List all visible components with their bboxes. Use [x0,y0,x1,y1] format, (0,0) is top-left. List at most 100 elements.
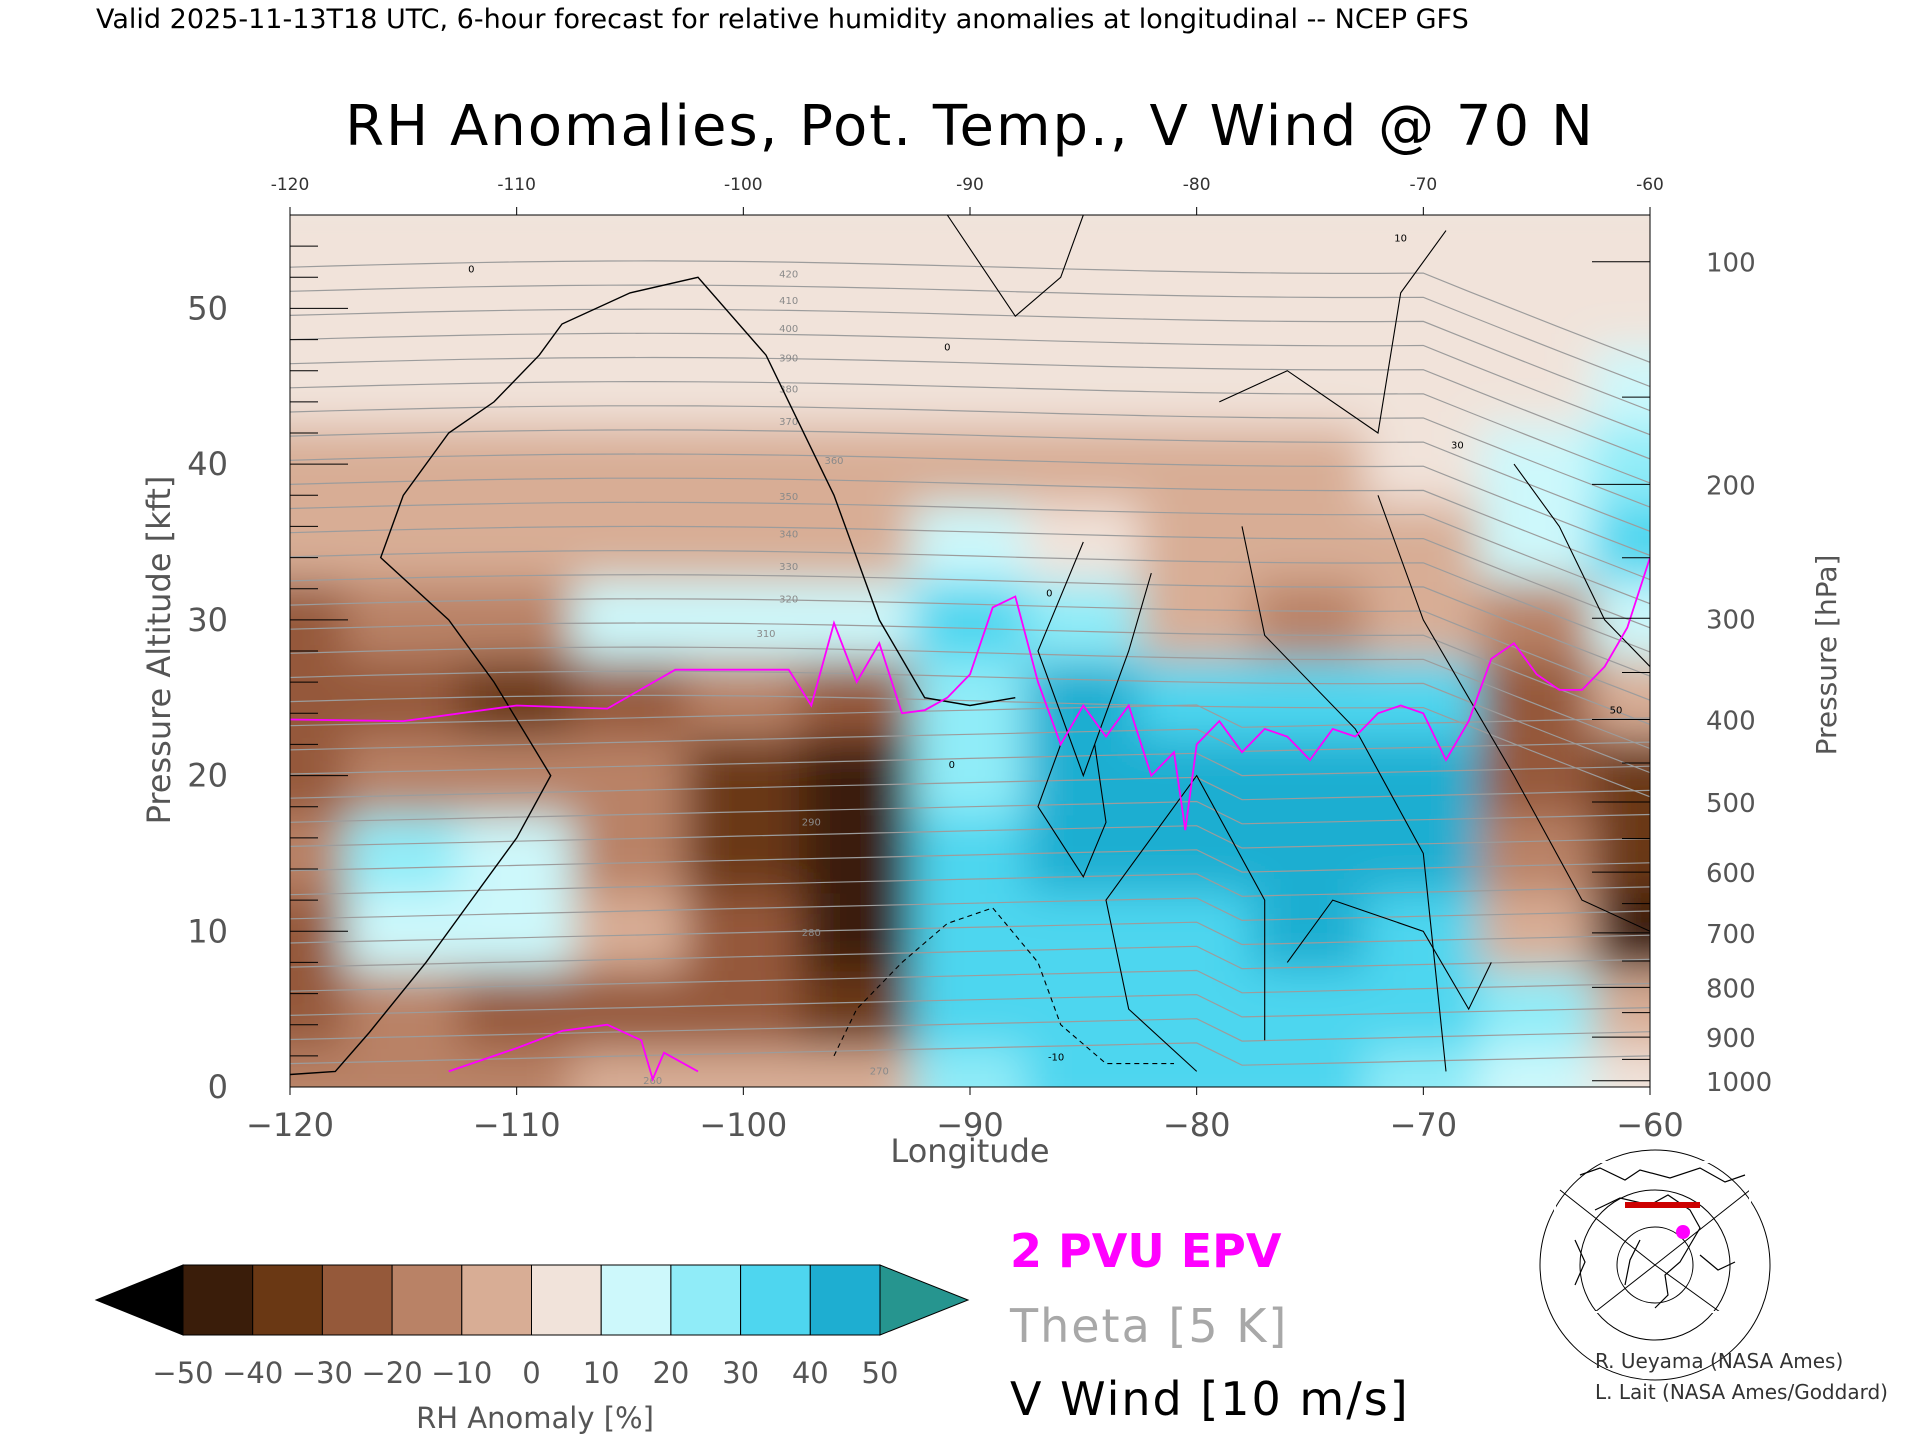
v-wind-zero-contour [290,276,1016,1076]
theta-label: 340 [779,529,798,540]
theta-label: 310 [756,629,775,640]
y-left-tick-label: 50 [187,289,228,327]
theta-contour [290,284,1650,388]
x-tick-label: −110 [473,1106,561,1144]
rh-cell [1479,502,1595,582]
v-wind-contour [1513,463,1650,667]
rh-cell [1025,502,1141,582]
rh-cell [345,424,461,505]
theta-contour [290,525,1650,629]
rh-cell [459,657,575,738]
theta-label: 420 [779,269,798,280]
colorbar-high-arrow [879,1264,970,1336]
theta-label: 390 [779,353,798,364]
colorbar-label: RH Anomaly [%] [416,1401,654,1435]
theta-contour [290,405,1650,508]
rh-cell [1479,424,1595,505]
rh-cell [1139,657,1255,738]
theta-contour [290,1042,1650,1066]
rh-cell [1025,891,1141,972]
rh-cell [1025,1047,1141,1087]
rh-cell [1025,969,1141,1050]
theta-label: 400 [779,324,798,335]
theta-contour [290,728,1650,753]
rh-cell [572,657,688,738]
rh-cell [459,813,575,894]
rh-cell [799,502,915,582]
y-right-tick-label: 500 [1706,789,1756,819]
credit-1: R. Ueyama (NASA Ames) [1595,1349,1843,1373]
theta-contour [290,574,1650,677]
y-left-tick-label: 40 [187,445,228,483]
rh-cell [459,502,575,582]
theta-contour [290,549,1650,653]
rh-cell [459,891,575,972]
theta-label: 410 [779,296,798,307]
v-wind-contour [1286,899,1492,1011]
rh-cell [1252,969,1368,1050]
rh-cell [1365,268,1481,349]
rh-cell [799,579,915,660]
rh-cell [345,813,461,894]
rh-cell [345,1047,461,1087]
rh-cell [459,215,575,271]
theta-label: 290 [802,817,821,828]
x-top-tick-label: -80 [1183,175,1211,195]
y-left-tick-label: 0 [208,1068,228,1106]
rh-cell [1025,268,1141,349]
rh-cell [345,268,461,349]
rh-cell [572,735,688,816]
rh-cell [1479,346,1595,427]
colorbar-tick-label: −30 [292,1356,353,1390]
rh-cell [1025,215,1141,271]
rh-cell [1365,735,1481,816]
colorbar-bin [670,1264,742,1336]
rh-cell [345,891,461,972]
rh-cell [1479,215,1595,271]
theta-contour [290,598,1650,701]
rh-cell [799,813,915,894]
epv-line-main [290,557,1650,831]
header-text: Valid 2025-11-13T18 UTC, 6-hour forecast… [96,4,1469,35]
rh-cell [1479,1047,1595,1087]
rh-cell [345,502,461,582]
rh-anomaly-field [290,215,1650,1087]
rh-cell [459,735,575,816]
theta-contour [290,622,1650,725]
rh-cell [1252,215,1368,271]
v-wind-label: 10 [1394,233,1407,244]
rh-cell [685,813,801,894]
theta-contour [290,453,1650,556]
rh-cell [685,268,801,349]
theta-contour [290,993,1650,1018]
y-right-tick-label: 400 [1706,707,1756,737]
v-wind-negative-contour [833,907,1174,1065]
rh-cell [1139,579,1255,660]
rh-cell [572,579,688,660]
rh-cell [459,268,575,349]
y-right-tick-label: 200 [1706,471,1756,501]
rh-cell [799,215,915,271]
chart-title: RH Anomalies, Pot. Temp., V Wind @ 70 N [345,94,1595,159]
rh-cell [290,502,348,582]
theta-contour [290,260,1650,363]
rh-cell [1252,424,1368,505]
colorbar-bin [182,1264,254,1336]
x-tick-label: −70 [1390,1106,1458,1144]
v-wind-contour [1037,744,1107,878]
rh-cell [290,1047,348,1087]
rh-cell [1365,657,1481,738]
theta-label: 360 [824,456,843,467]
v-wind-contour [1219,230,1447,434]
rh-cell [459,1047,575,1087]
y-left-tick-label: 30 [187,601,228,639]
theta-contours: 420 410 400 390 380 370 360 350 340 330 320 310 290 2… [290,260,1650,1087]
rh-cell [1592,813,1650,894]
rh-cell [290,813,348,894]
rh-cell [1592,657,1650,738]
theta-label: 370 [779,417,798,428]
rh-cell [1479,891,1595,972]
plot-area: 420 410 400 390 380 370 360 350 340 330 320 310 290 2… [289,214,1651,1088]
rh-cell [1479,657,1595,738]
colorbar-bin [391,1264,463,1336]
